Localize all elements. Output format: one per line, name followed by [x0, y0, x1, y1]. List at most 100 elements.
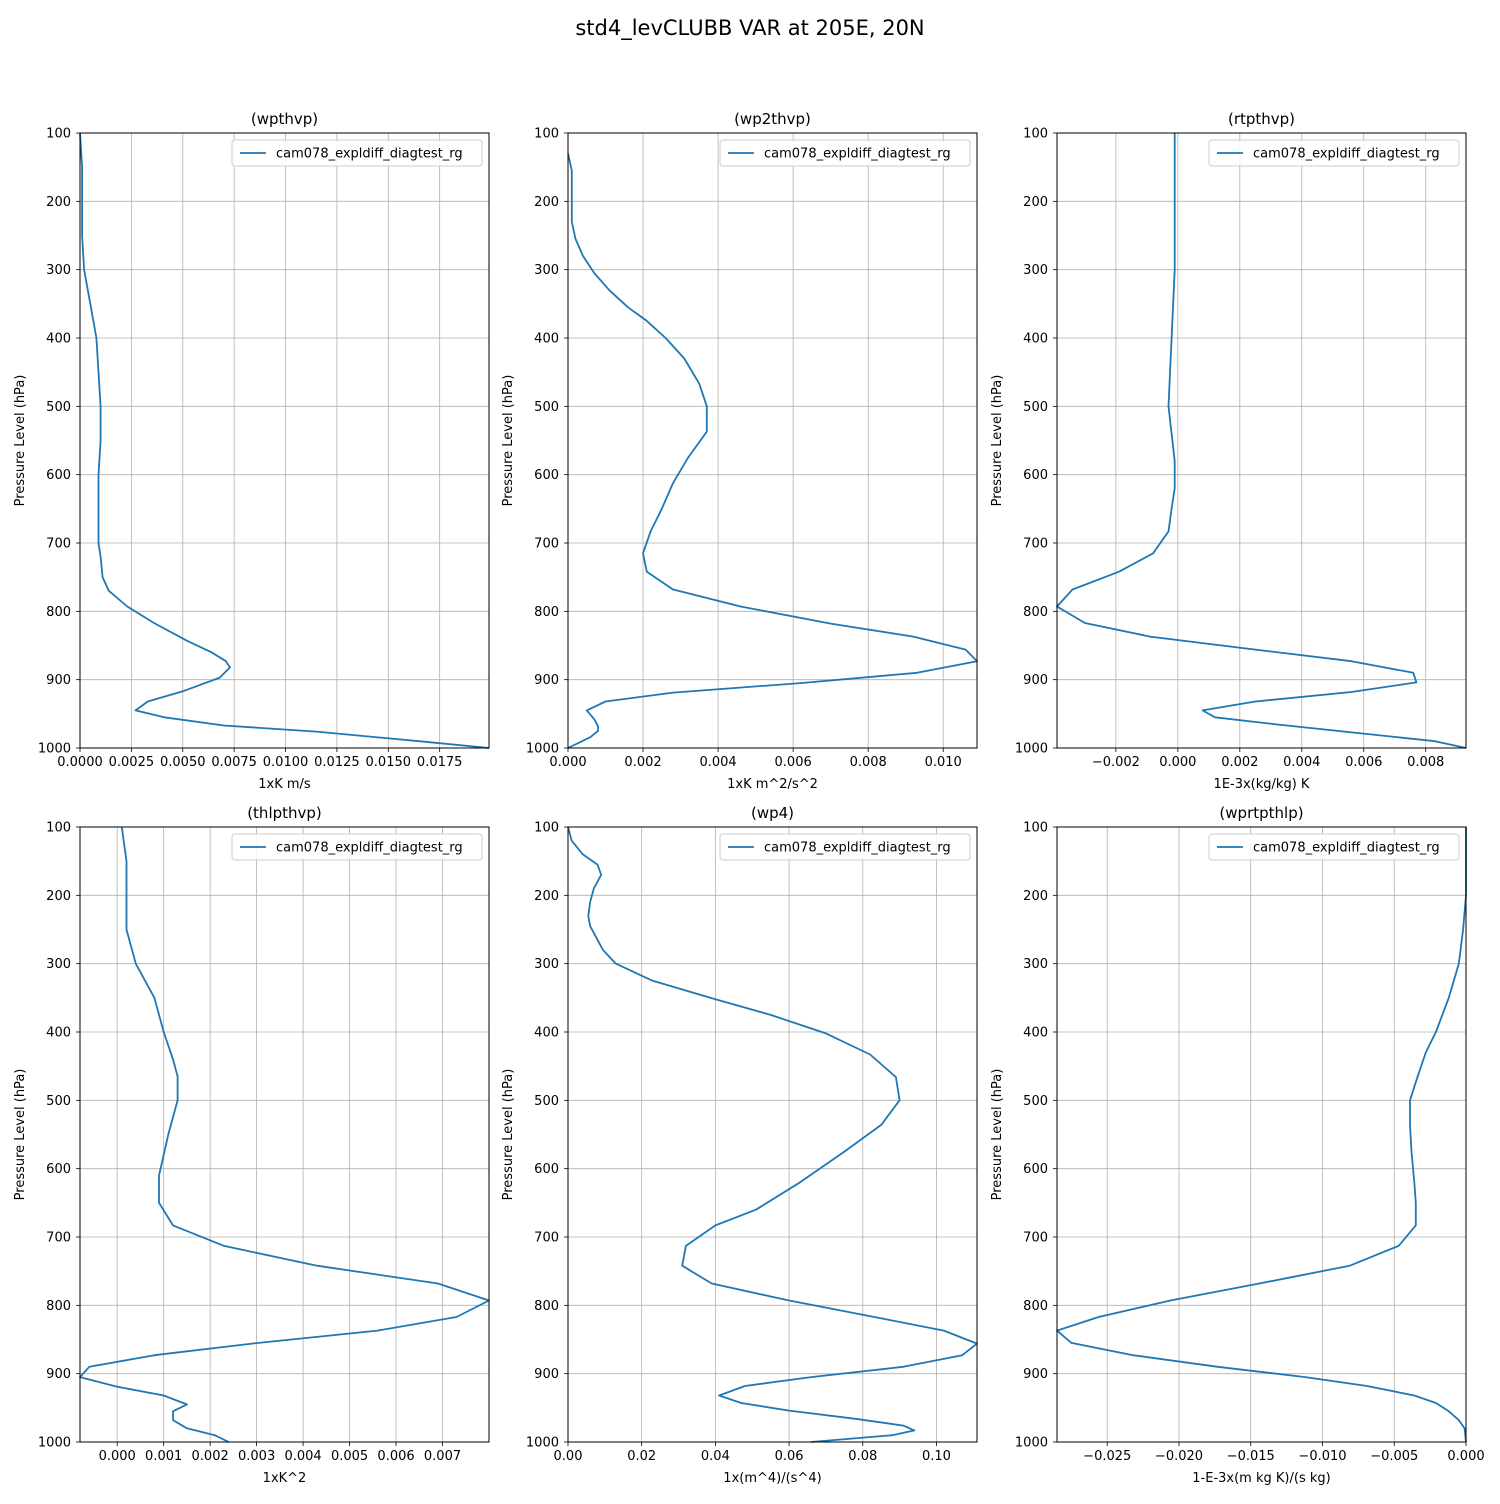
y-tick-label: 500 — [1023, 1094, 1048, 1109]
y-tick-label: 400 — [46, 332, 71, 347]
x-tick-label: −0.005 — [1370, 1449, 1418, 1464]
panel-5: 0.00 0.02 0.04 0.06 0.08 0.10 100 200 300 400 500 6… — [501, 804, 978, 1486]
x-tick-label: 0.007 — [424, 1449, 461, 1464]
y-tick-label: 400 — [1023, 332, 1048, 347]
x-tick-label: 0.0125 — [314, 755, 360, 770]
x-axis-label: 1E-3x(kg/kg) K — [1214, 777, 1310, 792]
legend-box — [719, 139, 971, 167]
y-tick-label: 700 — [46, 537, 71, 552]
y-axis-label: Pressure Level (hPa) — [13, 1069, 28, 1201]
x-tick-label: 0.04 — [701, 1449, 730, 1464]
x-tick-label: 0.008 — [850, 755, 887, 770]
x-tick-label: 0.002 — [624, 755, 661, 770]
y-tick-label: 500 — [534, 400, 559, 415]
y-tick-label: 200 — [534, 195, 559, 210]
y-tick-label: 900 — [1023, 1367, 1048, 1382]
x-tick-label: 0.010 — [925, 755, 962, 770]
y-tick-label: 500 — [46, 1094, 71, 1109]
y-tick-label: 700 — [46, 1231, 71, 1246]
y-tick-label: 300 — [1023, 957, 1048, 972]
y-tick-label: 800 — [534, 1299, 559, 1314]
axes-frame — [567, 132, 978, 749]
y-tick-label: 700 — [1023, 537, 1048, 552]
x-tick-label: 0.005 — [331, 1449, 368, 1464]
series-line — [79, 826, 490, 1443]
y-tick-label: 100 — [534, 821, 559, 836]
panel-title: (wp2thvp) — [734, 110, 811, 128]
x-tick-label: 0.06 — [775, 1449, 804, 1464]
x-tick-label: −0.002 — [1092, 755, 1140, 770]
x-axis-label: 1x(m^4)/(s^4) — [723, 1471, 821, 1486]
y-axis-label: Pressure Level (hPa) — [501, 1069, 516, 1201]
panel-title: (wprtpthlp) — [1219, 804, 1303, 822]
legend-box — [719, 833, 971, 861]
y-tick-label: 600 — [1023, 468, 1048, 483]
x-tick-label: 0.003 — [238, 1449, 275, 1464]
y-tick-label: 1000 — [38, 1436, 71, 1451]
y-tick-label: 800 — [534, 605, 559, 620]
y-tick-label: 500 — [534, 1094, 559, 1109]
y-tick-label: 900 — [534, 673, 559, 688]
y-tick-label: 600 — [534, 468, 559, 483]
series-line — [567, 153, 978, 749]
y-tick-label: 500 — [1023, 400, 1048, 415]
y-tick-label: 1000 — [1015, 742, 1048, 757]
y-axis-label: Pressure Level (hPa) — [501, 375, 516, 507]
x-tick-label: 0.008 — [1407, 755, 1444, 770]
legend-label: cam078_expldiff_diagtest_rg — [764, 841, 951, 856]
x-tick-label: −0.015 — [1227, 1449, 1275, 1464]
y-tick-label: 300 — [1023, 263, 1048, 278]
y-tick-label: 1000 — [38, 742, 71, 757]
y-tick-label: 500 — [46, 400, 71, 415]
y-tick-label: 200 — [1023, 195, 1048, 210]
figure-title: std4_levCLUBB VAR at 205E, 20N — [575, 16, 925, 40]
x-axis-label: 1xK m/s — [258, 777, 311, 792]
y-tick-label: 900 — [1023, 673, 1048, 688]
x-tick-label: 0.002 — [192, 1449, 229, 1464]
x-tick-label: −0.010 — [1298, 1449, 1346, 1464]
x-tick-label: 0.0050 — [160, 755, 206, 770]
y-tick-label: 300 — [46, 957, 71, 972]
panel-title: (wp4) — [751, 804, 794, 822]
y-tick-label: 800 — [1023, 605, 1048, 620]
y-axis-label: Pressure Level (hPa) — [990, 375, 1005, 507]
y-tick-label: 1000 — [1015, 1436, 1048, 1451]
y-tick-label: 1000 — [526, 1436, 559, 1451]
x-tick-label: 0.004 — [1283, 755, 1320, 770]
x-tick-label: 0.000 — [1447, 1449, 1484, 1464]
legend-box — [1208, 833, 1460, 861]
x-axis-label: 1xK^2 — [263, 1471, 307, 1486]
axes-frame — [79, 132, 490, 749]
x-tick-label: 0.002 — [1221, 755, 1258, 770]
series-line — [567, 826, 978, 1443]
x-tick-label: 0.10 — [922, 1449, 951, 1464]
legend-label: cam078_expldiff_diagtest_rg — [764, 147, 951, 162]
y-tick-label: 700 — [534, 537, 559, 552]
y-tick-label: 900 — [46, 673, 71, 688]
y-tick-label: 900 — [534, 1367, 559, 1382]
y-tick-label: 800 — [46, 1299, 71, 1314]
x-tick-label: 0.08 — [848, 1449, 877, 1464]
x-axis-label: 1xK m^2/s^2 — [727, 777, 818, 792]
legend-box — [1208, 139, 1460, 167]
panel-4: 0.000 0.001 0.002 0.003 0.004 0.005 0.006 0.007… — [13, 804, 490, 1486]
panel-title: (rtpthvp) — [1228, 110, 1295, 128]
y-tick-label: 800 — [46, 605, 71, 620]
panel-title: (wpthvp) — [251, 110, 318, 128]
y-tick-label: 600 — [46, 1162, 71, 1177]
x-tick-label: 0.02 — [627, 1449, 656, 1464]
x-tick-label: 0.0150 — [366, 755, 412, 770]
x-tick-label: 0.000 — [549, 755, 586, 770]
axes-frame — [1056, 826, 1467, 1443]
y-axis-label: Pressure Level (hPa) — [990, 1069, 1005, 1201]
series-line — [1056, 133, 1467, 749]
y-tick-label: 100 — [46, 821, 71, 836]
y-tick-label: 100 — [1023, 821, 1048, 836]
x-tick-label: 0.006 — [377, 1449, 414, 1464]
x-tick-label: 0.0100 — [263, 755, 309, 770]
y-tick-label: 600 — [46, 468, 71, 483]
legend-box — [231, 833, 483, 861]
axes-frame — [1056, 132, 1467, 749]
y-tick-label: 100 — [46, 127, 71, 142]
panel-6: −0.025 −0.020 −0.015 −0.010 −0.005 0.000 100 20… — [990, 804, 1485, 1486]
